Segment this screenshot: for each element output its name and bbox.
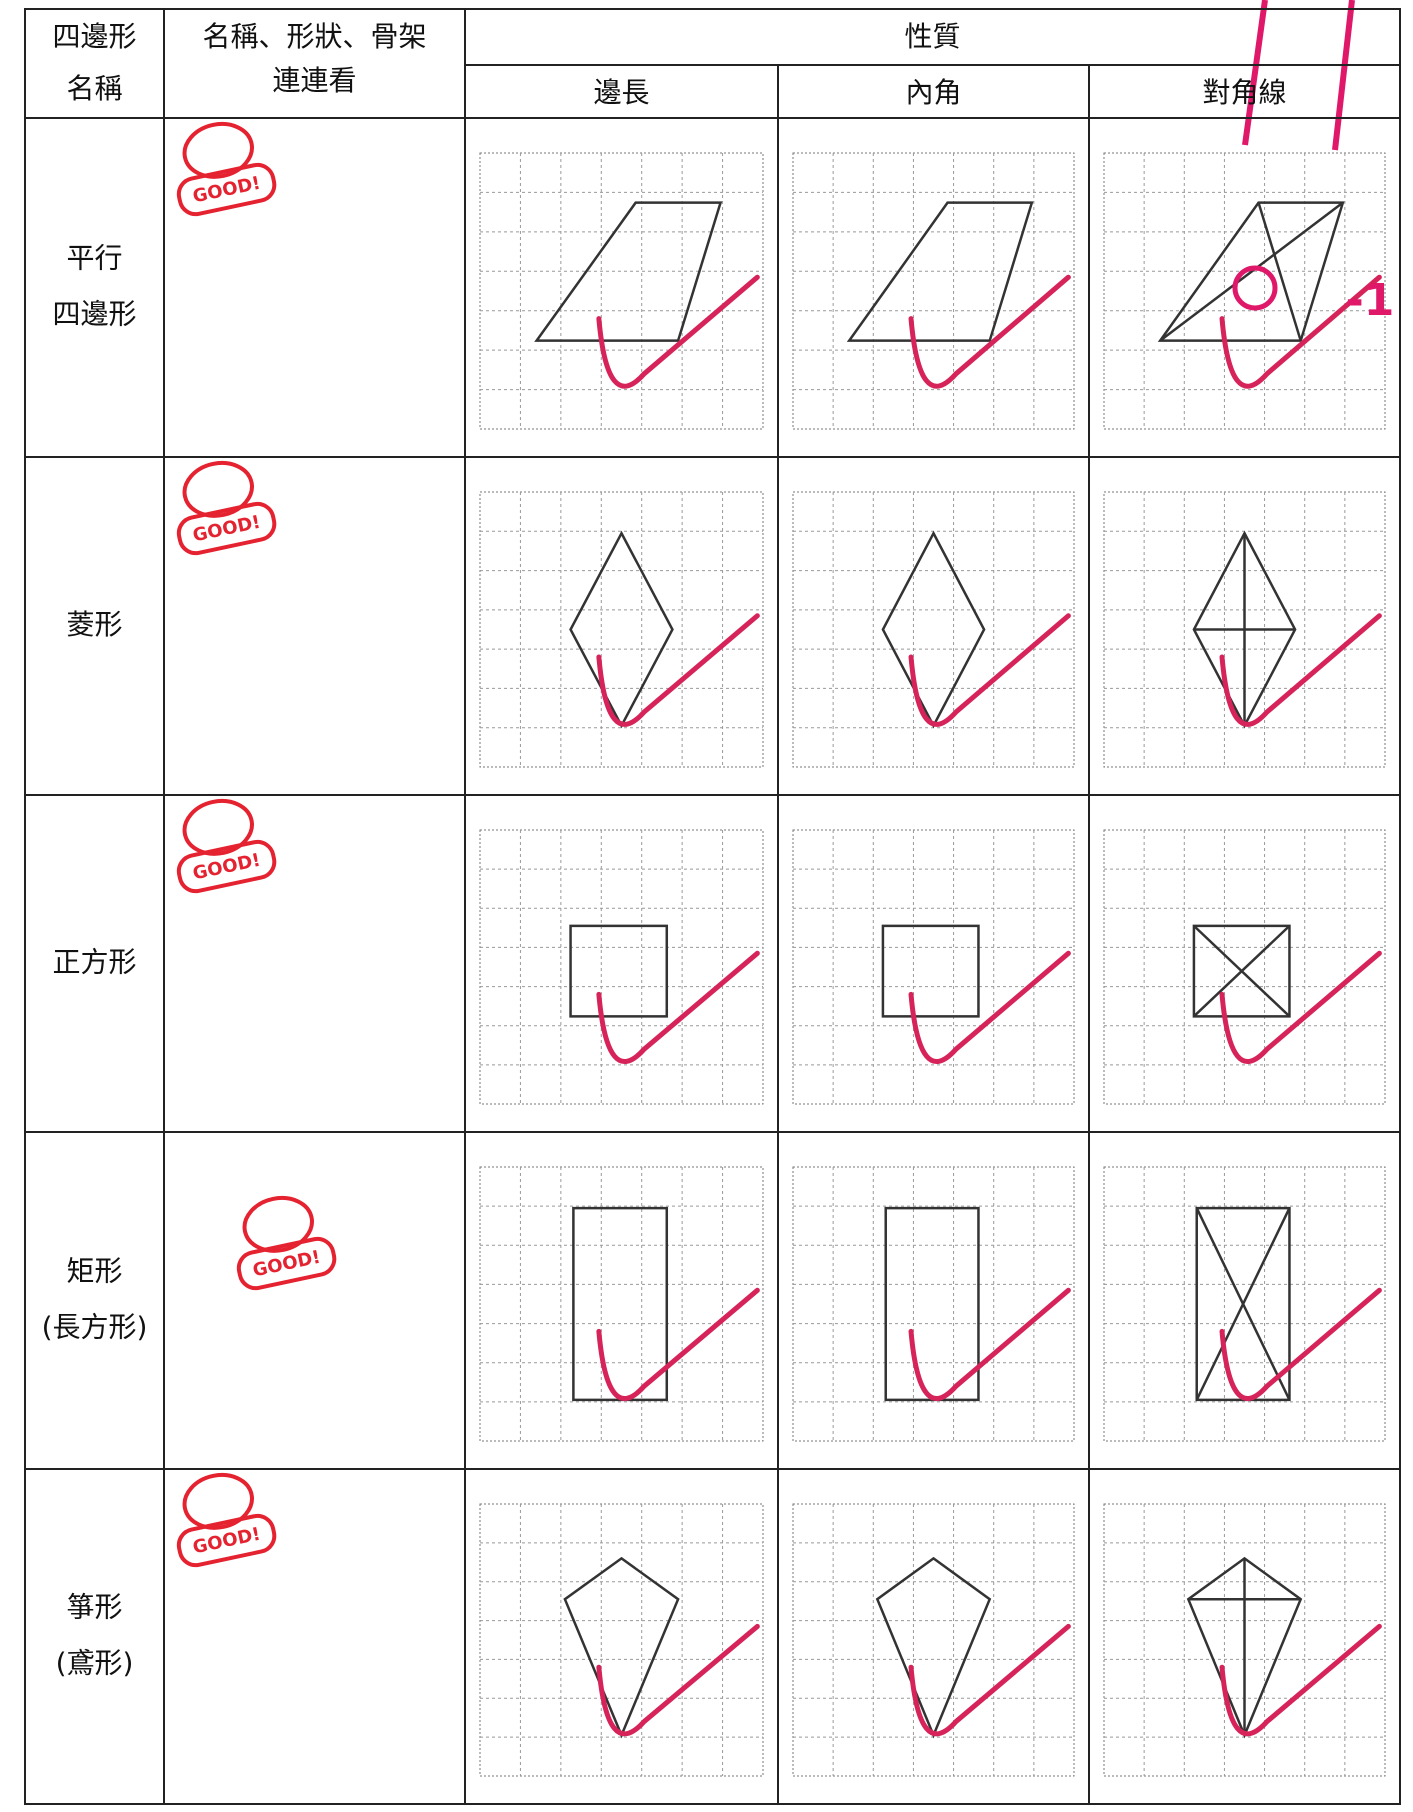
stamp-head — [182, 798, 254, 856]
row-name: 正方形 — [52, 946, 136, 979]
check-mark — [596, 1287, 760, 1401]
diagonal — [1195, 1207, 1291, 1401]
grid-box — [1103, 491, 1386, 768]
stamp-banner — [176, 501, 277, 556]
row-name: (長方形) — [42, 1311, 148, 1344]
table-border — [24, 8, 1401, 1805]
grid-box — [792, 829, 1075, 1105]
check-mark — [1219, 274, 1382, 389]
grid-box — [792, 1166, 1075, 1442]
stamp-head — [182, 1472, 254, 1530]
stamp-head — [182, 460, 254, 518]
diagonal — [1193, 924, 1291, 1018]
stamp-head — [242, 1195, 314, 1253]
check-mark — [1219, 950, 1382, 1064]
pen-mark — [1332, 0, 1355, 151]
row-name: 四邊形 — [52, 298, 136, 331]
check-mark — [1219, 1287, 1382, 1401]
grid-box — [792, 491, 1075, 768]
stamp-head — [182, 121, 254, 179]
stamp-banner — [236, 1236, 337, 1291]
grid-box — [792, 1503, 1075, 1777]
shape — [572, 1206, 669, 1402]
header-text: 連連看 — [272, 64, 356, 97]
header-text: 名稱 — [66, 72, 122, 105]
row-name: 菱形 — [66, 608, 122, 641]
check-mark — [1219, 613, 1382, 727]
check-mark — [596, 1623, 760, 1737]
stamp-banner — [176, 1513, 277, 1568]
check-mark — [908, 274, 1071, 389]
column-header: 邊長 — [593, 76, 649, 109]
shape — [881, 530, 986, 729]
grid-box — [479, 1166, 764, 1442]
pen-mark — [1242, 0, 1268, 146]
stamp: GOOD! — [236, 1195, 337, 1291]
row-name: (鳶形) — [56, 1647, 134, 1680]
pen-circle — [1232, 265, 1278, 311]
header-text: 四邊形 — [52, 20, 136, 53]
shape — [884, 1206, 980, 1402]
check-mark — [908, 1623, 1071, 1737]
check-mark — [908, 950, 1071, 1064]
diagonal — [1159, 201, 1344, 342]
grid-box — [1103, 829, 1386, 1105]
stamp-banner — [176, 162, 277, 217]
shape — [569, 530, 674, 729]
grid-box — [479, 829, 764, 1105]
grid-box — [1103, 152, 1386, 430]
stamp: GOOD! — [176, 1472, 277, 1568]
column-header: 對角線 — [1202, 76, 1286, 109]
header-text: 性質 — [904, 20, 960, 53]
grid-box — [1103, 1503, 1386, 1777]
stamp: GOOD! — [176, 121, 277, 217]
stamp: GOOD! — [176, 460, 277, 556]
check-mark — [908, 1287, 1071, 1401]
grid-box — [479, 491, 764, 768]
check-mark — [596, 613, 760, 727]
shape — [881, 924, 980, 1018]
stamp: GOOD! — [176, 798, 277, 894]
header-text: 名稱、形狀、骨架 — [202, 20, 426, 53]
row-name: 矩形 — [66, 1255, 122, 1288]
column-header: 內角 — [905, 76, 961, 109]
row-name: 箏形 — [66, 1591, 122, 1624]
check-mark — [908, 613, 1071, 727]
grid-box — [792, 152, 1075, 430]
grid-box — [479, 1503, 764, 1777]
check-mark — [596, 274, 760, 389]
diagonal — [1257, 202, 1302, 342]
shape — [534, 201, 723, 342]
grid-box — [1103, 1166, 1386, 1442]
shape — [846, 201, 1034, 342]
grid-box — [479, 152, 764, 430]
annotation: -1 — [1346, 275, 1395, 326]
check-mark — [1219, 1623, 1382, 1737]
check-mark — [596, 950, 760, 1064]
shape — [569, 924, 669, 1018]
stamp-banner — [176, 839, 277, 894]
row-name: 平行 — [66, 242, 122, 275]
